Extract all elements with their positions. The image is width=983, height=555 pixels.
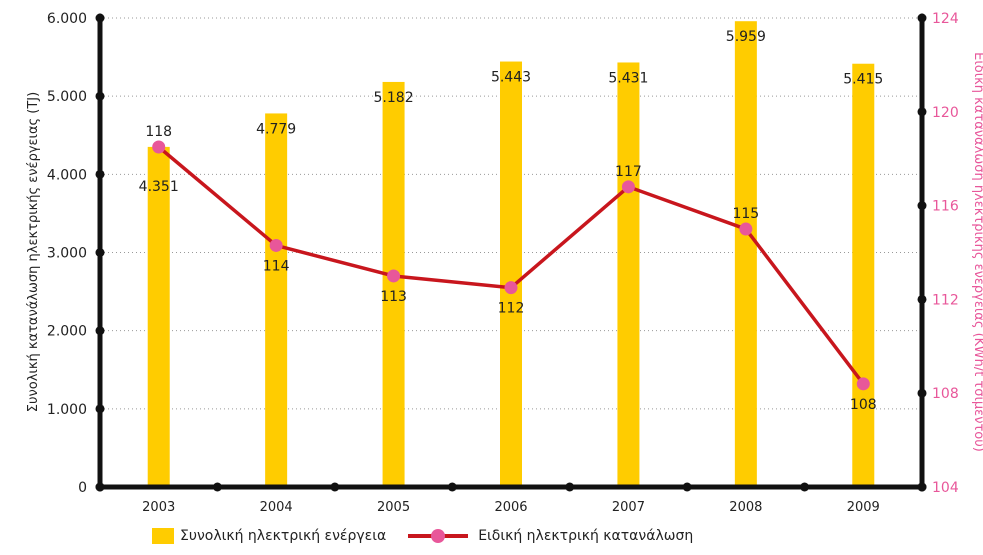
x-tick-label: 2004 (260, 500, 293, 515)
y-left-tick-label: 3.000 (47, 246, 87, 262)
x-tick (682, 482, 692, 492)
y-left-tick (95, 248, 105, 257)
x-tick (447, 482, 457, 492)
y-left-tick-label: 0 (78, 480, 87, 496)
gridlines (100, 17, 922, 410)
y-right-tick (917, 107, 927, 117)
y-right-axis-title: Ειδική κατανάλωση ηλεκτρικής ενέργειας (… (971, 52, 983, 452)
bar-value-label: 5.415 (843, 72, 883, 88)
y-left-tick-label: 5.000 (47, 89, 87, 105)
x-tick (95, 482, 105, 492)
bar-value-label: 5.443 (491, 70, 531, 86)
bar (265, 113, 288, 487)
y-left-tick-label: 1.000 (47, 402, 87, 418)
x-tick-label: 2003 (142, 500, 175, 515)
legend-label-line-series: Ειδική ηλεκτρική κατανάλωση (478, 528, 694, 544)
y-left-tick-label: 2.000 (47, 324, 87, 340)
line-value-label: 108 (850, 397, 877, 413)
y-left-tick (95, 13, 105, 23)
line-point (152, 140, 166, 154)
line-value-label: 117 (615, 164, 642, 180)
y-right-tick (917, 13, 927, 23)
legend-item-bar-series: Συνολική ηλεκτρική ενέργεια (152, 528, 386, 544)
line-point (504, 281, 518, 295)
y-left-axis-title: Συνολική κατανάλωση ηλεκτρικής ενέργειας… (26, 92, 41, 412)
line-value-label: 115 (732, 206, 759, 222)
line-value-label: 112 (498, 301, 525, 317)
y-left-tick (95, 326, 105, 336)
x-tick (565, 482, 575, 492)
x-tick-label: 2007 (612, 500, 645, 515)
y-right-tick-label: 116 (932, 199, 959, 215)
y-right-tick-label: 120 (932, 105, 959, 121)
axes: 0 1.000 2.000 3.000 4.000 5.000 6.000 104 108 112… (47, 11, 959, 515)
y-right-tick-label: 124 (932, 11, 959, 27)
legend: Συνολική ηλεκτρική ενέργεια Ειδική ηλεκτ… (152, 525, 715, 547)
bar (147, 146, 170, 487)
y-left-tick (95, 91, 105, 101)
bars (147, 21, 875, 488)
bar-value-label: 5.959 (726, 29, 766, 45)
line-value-label: 113 (380, 289, 407, 305)
x-tick (800, 482, 810, 492)
x-tick (330, 482, 340, 492)
line-series (152, 140, 870, 391)
line-point (856, 377, 870, 391)
bar-value-label: 5.182 (374, 90, 414, 106)
y-left-tick (95, 404, 105, 414)
legend-swatch-line (408, 528, 469, 544)
y-left-tick-label: 4.000 (47, 167, 87, 183)
y-right-tick (917, 294, 927, 304)
y-right-tick (917, 201, 927, 211)
legend-label-bar-series: Συνολική ηλεκτρική ενέργεια (180, 528, 387, 544)
y-right-tick-label: 112 (932, 292, 959, 308)
bar (734, 21, 757, 487)
line-point (387, 269, 401, 283)
bar (617, 62, 640, 487)
bar (852, 63, 875, 487)
line-point (269, 238, 283, 252)
x-tick (917, 482, 927, 492)
line-value-label: 118 (145, 124, 172, 140)
line-value-label: 114 (263, 258, 290, 274)
bar-value-label: 4.351 (139, 179, 179, 195)
y-left-tick-label: 6.000 (47, 11, 87, 27)
bar (382, 81, 405, 487)
y-right-tick-label: 108 (932, 386, 959, 402)
line-point (739, 222, 753, 236)
data-labels: 4.351 4.779 5.182 5.443 5.431 5.959 5.415 118 11… (139, 29, 884, 413)
y-right-tick (917, 388, 927, 398)
legend-item-line-series: Ειδική ηλεκτρική κατανάλωση (408, 528, 693, 544)
line-point (621, 180, 635, 194)
bar-value-label: 4.779 (256, 121, 296, 137)
x-tick-label: 2006 (494, 500, 527, 515)
bar (500, 61, 522, 488)
bar-value-label: 5.431 (608, 70, 648, 86)
x-tick-label: 2005 (377, 500, 410, 515)
x-tick-label: 2008 (729, 500, 762, 515)
y-right-tick-label: 104 (932, 480, 959, 496)
legend-swatch-bar (152, 528, 174, 544)
x-tick-label: 2009 (847, 500, 880, 515)
y-left-tick (95, 169, 105, 179)
x-tick (212, 482, 222, 492)
